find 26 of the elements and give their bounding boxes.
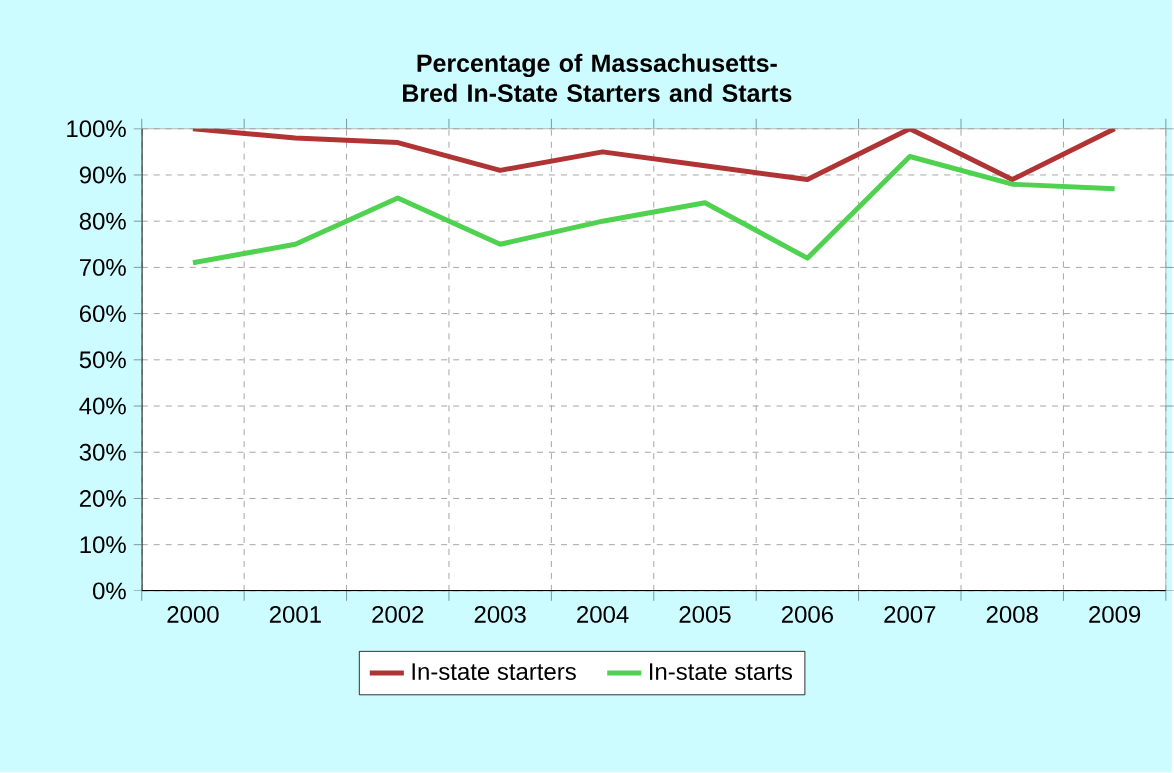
x-tick-label: 2009 [1089, 606, 1141, 624]
legend-label: In-state starters [412, 663, 576, 681]
legend-label: In-state starts [650, 663, 793, 681]
line-series [190, 128, 1118, 183]
x-tick-label: 2008 [986, 606, 1038, 624]
line-series [190, 154, 1118, 266]
x-tick-label: 2003 [474, 606, 526, 624]
x-tick-label: 2001 [269, 606, 321, 624]
x-tick-label: 2000 [167, 606, 219, 624]
y-tick-label: 90% [79, 166, 126, 184]
y-tick-label: 10% [80, 536, 126, 554]
y-tick-label: 100% [67, 120, 126, 138]
chart-title: Percentage of Massachusetts-Bred In-State Starters and Starts [403, 53, 792, 103]
y-tick-label: 50% [79, 351, 126, 369]
x-tick-label: 2006 [781, 606, 833, 624]
y-tick-label: 30% [79, 443, 126, 461]
x-tick-label: 2004 [577, 606, 629, 624]
y-tick-label: 60% [79, 305, 126, 323]
y-tick-label: 40% [79, 397, 126, 415]
x-tick-label: 2005 [679, 606, 731, 624]
y-tick-label: 70% [79, 259, 126, 277]
y-tick-label: 0% [93, 582, 126, 600]
y-tick-label: 80% [79, 212, 126, 230]
x-tick-label: 2007 [884, 606, 936, 624]
y-tick-label: 20% [79, 490, 126, 508]
x-tick-label: 2002 [372, 606, 424, 624]
